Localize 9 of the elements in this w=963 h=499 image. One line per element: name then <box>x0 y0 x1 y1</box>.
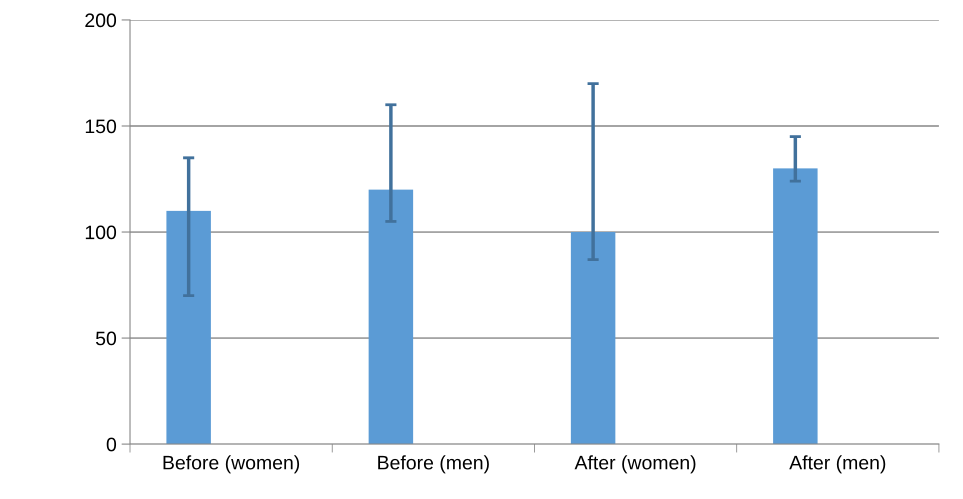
y-tick-label: 50 <box>96 332 116 346</box>
y-tick-label: 200 <box>85 13 116 28</box>
x-tick-label: Before (men) <box>378 455 489 474</box>
y-tick-label: 0 <box>106 438 116 452</box>
x-tick-label: After (men) <box>789 455 886 474</box>
y-tick-label: 150 <box>86 119 116 134</box>
x-tick-label: Before (women) <box>164 455 300 474</box>
y-tick-label: 100 <box>86 226 116 240</box>
x-tick-label: After (women) <box>574 455 696 474</box>
